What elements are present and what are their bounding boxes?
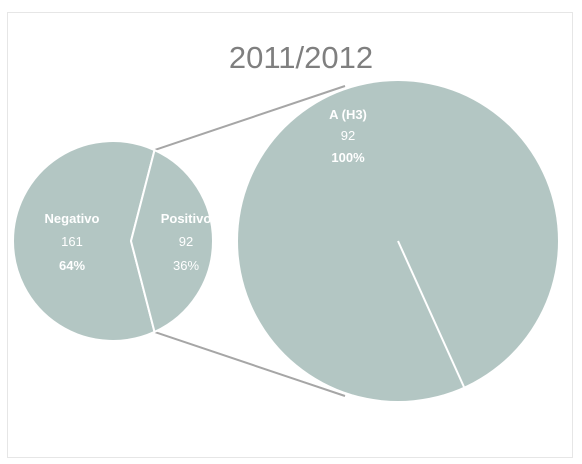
breakdown-slice-separator — [397, 240, 465, 388]
chart-title: 2011/2012 — [229, 40, 373, 75]
pie-slice-negativo[interactable] — [12, 140, 156, 342]
label-negativo-name: Negativo — [45, 211, 100, 226]
pie-slice-positivo[interactable] — [130, 149, 214, 333]
label-a-h3-name: A (H3) — [329, 107, 367, 122]
label-a-h3-value: 92 — [341, 128, 355, 143]
connector-line-bottom — [154, 331, 346, 397]
label-positivo-value: 92 — [179, 234, 193, 249]
label-a-h3-percent: 100% — [331, 150, 365, 165]
connector-line-top — [154, 85, 346, 151]
label-positivo-name: Positivo — [161, 211, 212, 226]
label-negativo-value: 161 — [61, 234, 83, 249]
label-negativo-percent: 64% — [59, 258, 85, 273]
label-positivo-percent: 36% — [173, 258, 199, 273]
